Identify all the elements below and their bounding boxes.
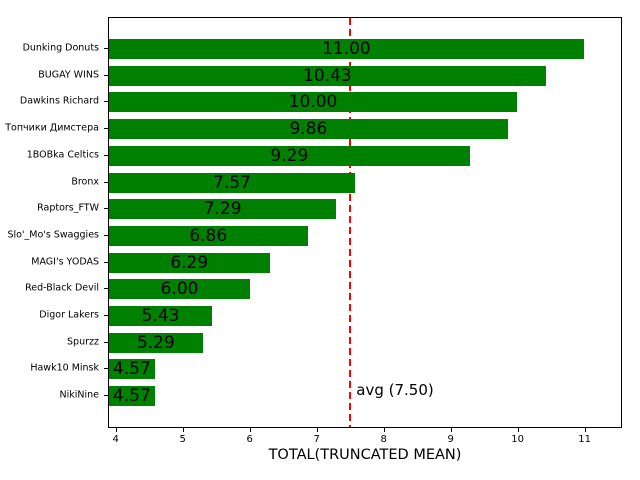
y-tick-mark [104, 208, 108, 210]
bar: 4.57 [109, 359, 155, 380]
y-tick-mark [104, 128, 108, 130]
bar: 11.00 [109, 39, 584, 59]
x-axis-title: TOTAL(TRUNCATED MEAN) [268, 447, 462, 463]
y-tick-label: Bronx [71, 175, 99, 187]
x-tick-mark [584, 428, 586, 432]
x-tick-mark [383, 428, 385, 432]
y-tick-mark [104, 234, 108, 236]
bar-value-label: 7.29 [203, 199, 242, 220]
y-tick-label: 1BOBka Celtics [26, 149, 99, 161]
y-tick-label: Spurzz [67, 335, 99, 347]
bar: 7.57 [109, 172, 355, 193]
y-tick-label: Raptors_FTW [37, 202, 99, 214]
x-tick-label: 6 [246, 434, 253, 445]
bar: 6.86 [109, 225, 308, 246]
bar-value-label: 4.57 [112, 359, 151, 380]
bar: 6.00 [109, 279, 251, 300]
y-tick-label: Digor Lakers [39, 309, 99, 321]
bar: 5.43 [109, 306, 213, 326]
y-axis: Dunking Donuts BUGAY WINS Dawkins Richard Т… [0, 17, 108, 428]
x-tick-mark [115, 428, 117, 432]
x-tick-label: 4 [112, 434, 119, 445]
bar: 9.86 [109, 119, 508, 140]
bar-value-label: 5.29 [136, 332, 175, 353]
y-tick-mark [104, 181, 108, 183]
y-tick-mark [104, 154, 108, 156]
y-tick-label: Slo'_Mo's Swaggies [7, 229, 99, 241]
bar-value-label: 7.57 [213, 172, 251, 193]
bar-value-label: 10.43 [303, 65, 352, 86]
x-tick-label: 8 [380, 434, 387, 445]
bar: 5.29 [109, 332, 203, 353]
average-line [349, 18, 352, 427]
bar-value-label: 10.00 [288, 92, 338, 113]
y-tick-mark [104, 48, 108, 49]
y-tick-mark [104, 288, 108, 290]
bar-value-label: 6.86 [189, 225, 228, 246]
y-tick-mark [104, 368, 108, 370]
bar: 4.57 [109, 386, 155, 407]
y-tick-label: MAGI's YODAS [31, 255, 99, 267]
average-line-label: avg (7.50) [356, 381, 434, 399]
y-tick-mark [104, 101, 108, 103]
bar: 10.43 [109, 65, 546, 86]
y-tick-label: Топчики Димстера [5, 122, 99, 134]
x-tick-label: 5 [179, 434, 186, 445]
x-tick-label: 7 [313, 434, 320, 445]
y-tick-mark [104, 395, 108, 397]
bar: 10.00 [109, 92, 518, 113]
x-tick-mark [249, 428, 251, 432]
x-tick-mark [450, 428, 452, 432]
y-tick-label: Dunking Donuts [22, 42, 99, 54]
y-tick-mark [104, 341, 108, 343]
x-tick-label: 10 [511, 434, 525, 445]
y-tick-label: NikiNine [59, 389, 100, 401]
x-tick-mark [517, 428, 519, 432]
bar-value-label: 4.57 [112, 386, 151, 407]
plot-area: avg (7.50) 11.00 10.43 10.00 9.86 9.29 7.57 7.… [108, 17, 622, 428]
y-tick-label: Dawkins Richard [19, 95, 99, 107]
y-tick-mark [104, 74, 108, 76]
bar-value-label: 9.29 [270, 145, 309, 166]
bar-value-label: 6.29 [170, 252, 209, 273]
x-tick-label: 9 [447, 434, 454, 445]
y-tick-mark [104, 315, 108, 316]
bar: 6.29 [109, 252, 270, 273]
bar-value-label: 9.86 [289, 119, 328, 140]
x-tick-mark [182, 428, 184, 432]
bar: 9.29 [109, 145, 470, 166]
x-axis: 4 5 6 7 8 9 10 11 [108, 428, 622, 448]
bar: 7.29 [109, 199, 337, 220]
bar-value-label: 5.43 [141, 306, 180, 326]
x-tick-label: 11 [578, 434, 592, 445]
x-tick-mark [316, 428, 318, 432]
y-tick-label: Hawk10 Minsk [30, 362, 99, 374]
bar-value-label: 6.00 [160, 279, 199, 300]
y-tick-label: BUGAY WINS [38, 68, 99, 80]
y-tick-mark [104, 261, 108, 263]
bar-value-label: 11.00 [322, 39, 371, 59]
y-tick-label: Red-Black Devil [25, 282, 99, 294]
